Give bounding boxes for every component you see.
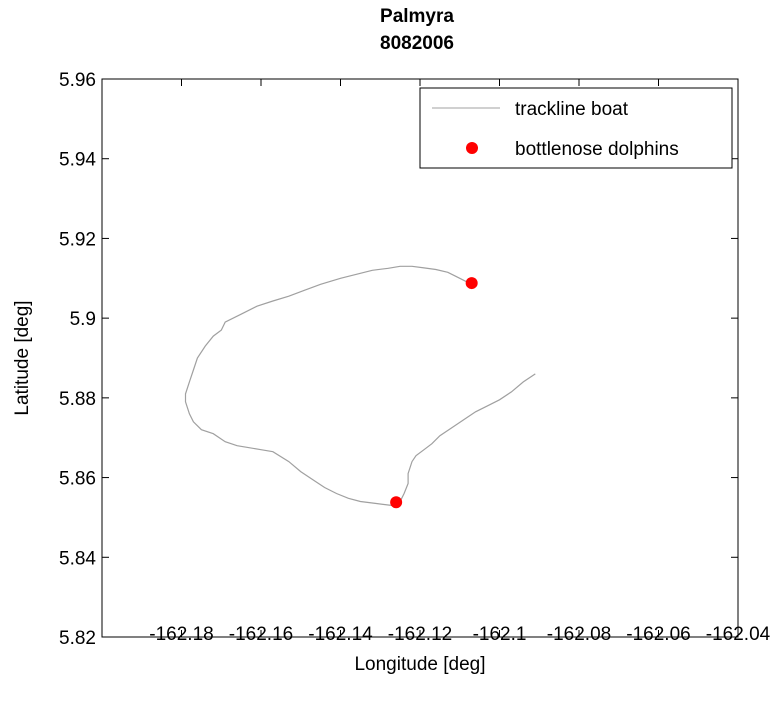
legend-box (419, 87, 733, 169)
plot-area (101, 78, 739, 638)
legend-swatch-dolphins (466, 142, 478, 154)
legend-label-dolphins: bottlenose dolphins (515, 139, 679, 160)
x-tick-label: -162.16 (229, 624, 293, 645)
chart-subtitle: 8082006 (380, 33, 454, 54)
y-axis-label: Latitude [deg] (12, 300, 33, 415)
x-tick-label: -162.04 (706, 624, 771, 645)
x-tick-label: -162.06 (626, 624, 690, 645)
legend: trackline boat bottlenose dolphins (419, 87, 733, 169)
dolphin-sighting-point (390, 496, 403, 509)
y-tick-label: 5.94 (59, 150, 96, 171)
x-tick-label: -162.08 (547, 624, 611, 645)
x-tick-label: -162.1 (473, 624, 527, 645)
y-tick-label: 5.82 (59, 628, 96, 649)
y-tick-label: 5.88 (59, 389, 96, 410)
series-layer (184, 265, 536, 509)
legend-label-trackline: trackline boat (515, 99, 629, 120)
y-tick-label: 5.9 (70, 309, 96, 330)
chart-title: Palmyra (380, 6, 454, 27)
y-tick-label: 5.86 (59, 469, 96, 490)
y-tick-label: 5.92 (59, 229, 96, 250)
dolphin-sighting-point (465, 277, 478, 290)
x-axis-label: Longitude [deg] (354, 654, 485, 675)
x-tick-label: -162.14 (308, 624, 373, 645)
trackline-boat-line (184, 265, 536, 507)
y-tick-label: 5.84 (59, 548, 96, 569)
y-axis-ticks: 5.82 5.84 5.86 5.88 5.9 5.92 5.94 5.96 (59, 70, 738, 649)
x-tick-label: -162.18 (149, 624, 213, 645)
x-axis-ticks: -162.18 -162.16 -162.14 -162.12 -162.1 -162.0… (149, 79, 771, 645)
y-tick-label: 5.96 (59, 70, 96, 91)
x-tick-label: -162.12 (388, 624, 452, 645)
